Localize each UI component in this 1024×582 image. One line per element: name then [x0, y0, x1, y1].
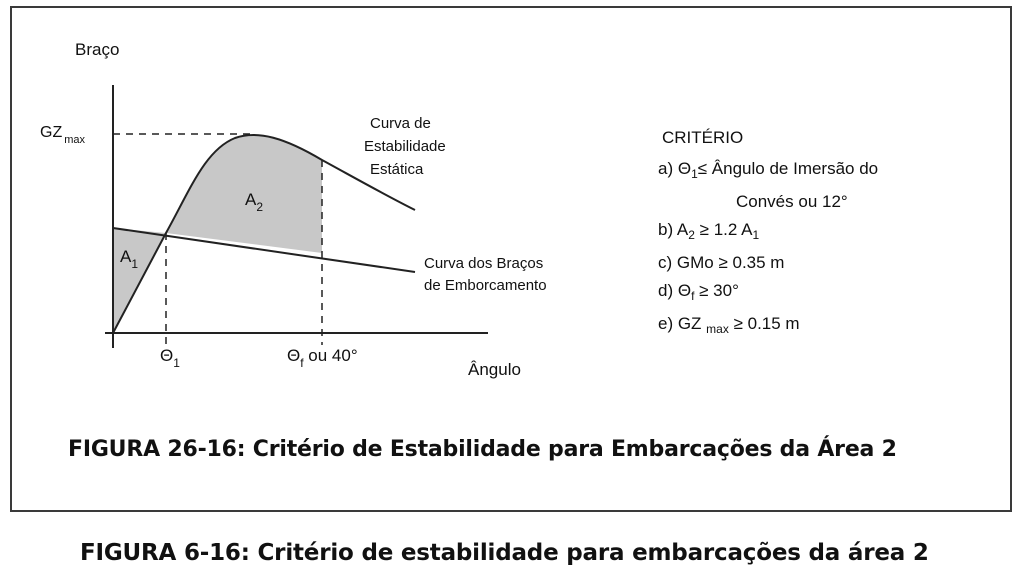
criterion-d: d) Θf ≥ 30° — [658, 281, 739, 303]
area-a1-label: A1 — [120, 247, 138, 271]
static-curve-label: Curva de Estabilidade Estática — [364, 115, 450, 178]
y-axis-label: Braço — [75, 40, 119, 59]
theta1-label: Θ1 — [160, 346, 180, 370]
gzmax-label: GZ max — [40, 124, 85, 146]
criterion-a: a) Θ1≤ Ângulo de Imersão do — [658, 159, 879, 181]
criterion-b: b) A2 ≥ 1.2 A1 — [658, 220, 760, 242]
area-a2 — [166, 134, 322, 253]
x-axis-label: Ângulo — [468, 360, 521, 379]
static-stability-curve — [112, 134, 416, 334]
criteria-list: a) Θ1≤ Ângulo de Imersão do Convés ou 12… — [658, 155, 878, 343]
thetaf-label: Θf ou 40° — [287, 346, 358, 370]
figure-caption-inner: FIGURA 26-16: Critério de Estabilidade p… — [68, 437, 897, 462]
area-a2-label: A2 — [245, 190, 263, 214]
criterion-e: e) GZ max ≥ 0.15 m — [658, 314, 800, 336]
figure-frame — [10, 6, 1012, 512]
criterion-c: c) GMo ≥ 0.35 m — [658, 253, 785, 272]
criteria-title: CRITÉRIO — [662, 128, 744, 147]
heeling-arm-curve — [112, 227, 416, 273]
heeling-curve-label: Curva dos Braços de Emborcamento — [424, 255, 547, 294]
figure-caption-outer: FIGURA 6-16: Critério de estabilidade pa… — [80, 540, 929, 566]
criterion-a-line2: Convés ou 12° — [736, 192, 848, 211]
